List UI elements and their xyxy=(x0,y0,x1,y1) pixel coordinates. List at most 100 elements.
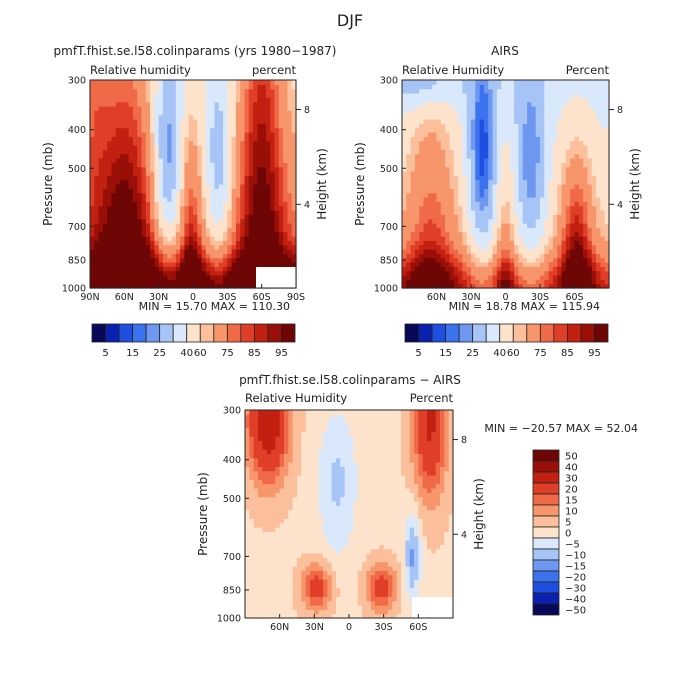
field-cell xyxy=(205,283,211,289)
field-cell xyxy=(462,175,468,181)
field-cell xyxy=(283,93,289,98)
field-cell xyxy=(154,227,160,233)
field-cell xyxy=(253,210,258,215)
field-cell xyxy=(527,184,532,189)
field-cell xyxy=(587,188,593,194)
field-cell xyxy=(561,223,567,228)
field-cell xyxy=(120,132,125,137)
field-cell xyxy=(527,88,532,94)
field-cell xyxy=(235,123,241,129)
field-cell xyxy=(214,166,220,172)
field-cell xyxy=(453,175,459,181)
colorbar-label: 95 xyxy=(588,348,601,359)
field-cell xyxy=(245,527,250,532)
field-cell xyxy=(466,153,472,159)
field-cell xyxy=(235,270,241,276)
field-cell xyxy=(458,210,463,215)
field-cell xyxy=(158,201,164,207)
field-cell xyxy=(600,97,606,103)
colorbar-swatch xyxy=(431,323,447,343)
field-cell xyxy=(244,127,250,133)
field-cell xyxy=(245,592,250,597)
field-cell xyxy=(440,149,446,155)
field-cell xyxy=(162,158,168,163)
field-cell xyxy=(218,218,224,224)
field-cell xyxy=(440,110,446,116)
field-cell xyxy=(154,171,160,176)
field-cell xyxy=(120,210,125,215)
field-cell xyxy=(162,97,168,103)
field-cell xyxy=(274,201,280,207)
field-cell xyxy=(248,106,254,111)
field-cell xyxy=(548,283,554,289)
field-cell xyxy=(137,145,143,150)
field-cell xyxy=(278,136,284,142)
field-cell xyxy=(557,214,563,220)
field-cell xyxy=(167,97,173,103)
field-cell xyxy=(257,179,263,185)
field-cell xyxy=(223,171,228,176)
field-cell xyxy=(231,240,237,246)
field-cell xyxy=(591,101,597,107)
field-cell xyxy=(261,153,267,159)
field-cell xyxy=(227,84,233,90)
field-cell xyxy=(458,175,463,181)
field-cell xyxy=(479,214,485,220)
field-cell xyxy=(479,201,485,207)
field-cell xyxy=(90,275,95,280)
field-cell xyxy=(184,149,190,155)
field-cell xyxy=(210,106,216,111)
field-cell xyxy=(162,201,168,207)
field-cell xyxy=(249,583,255,589)
field-cell xyxy=(496,166,502,172)
field-cell xyxy=(257,236,263,241)
field-cell xyxy=(514,223,520,228)
field-cell xyxy=(458,270,463,276)
field-cell xyxy=(522,110,528,116)
field-cell xyxy=(258,414,263,420)
field-cell xyxy=(518,205,524,211)
field-cell xyxy=(98,218,104,224)
colorbar-swatch xyxy=(281,323,296,343)
field-cell xyxy=(466,279,472,285)
field-cell xyxy=(600,231,606,237)
field-cell xyxy=(475,88,481,94)
field-cell xyxy=(449,132,455,137)
field-cell xyxy=(102,101,108,107)
field-cell xyxy=(193,149,198,155)
field-cell xyxy=(445,223,451,228)
field-cell xyxy=(406,179,412,185)
field-cell xyxy=(540,236,545,241)
field-cell xyxy=(436,145,442,150)
field-cell xyxy=(492,205,498,211)
field-cell xyxy=(565,223,571,228)
field-cell xyxy=(287,114,293,120)
field-cell xyxy=(248,179,254,185)
field-cell xyxy=(518,162,524,168)
field-cell xyxy=(402,253,407,259)
field-cell xyxy=(479,97,485,103)
field-cell xyxy=(188,240,194,246)
field-cell xyxy=(552,166,558,172)
field-cell xyxy=(432,253,438,259)
field-cell xyxy=(128,153,134,159)
field-cell xyxy=(120,279,125,285)
field-cell xyxy=(150,192,155,198)
field-cell xyxy=(231,84,237,90)
field-cell xyxy=(197,201,203,207)
field-cell xyxy=(604,84,610,90)
field-cell xyxy=(583,279,589,285)
field-cell xyxy=(265,166,271,172)
field-cell xyxy=(245,514,250,519)
field-cell xyxy=(253,440,259,446)
field-cell xyxy=(120,231,125,237)
field-cell xyxy=(527,132,532,137)
field-cell xyxy=(436,179,442,185)
field-cell xyxy=(218,162,224,168)
field-cell xyxy=(240,132,246,137)
field-cell xyxy=(218,184,224,189)
field-cell xyxy=(501,244,507,250)
field-cell xyxy=(432,80,438,85)
field-cell xyxy=(600,257,606,263)
field-cell xyxy=(261,231,267,237)
